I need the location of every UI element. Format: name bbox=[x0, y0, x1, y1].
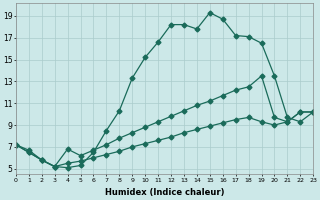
X-axis label: Humidex (Indice chaleur): Humidex (Indice chaleur) bbox=[105, 188, 224, 197]
